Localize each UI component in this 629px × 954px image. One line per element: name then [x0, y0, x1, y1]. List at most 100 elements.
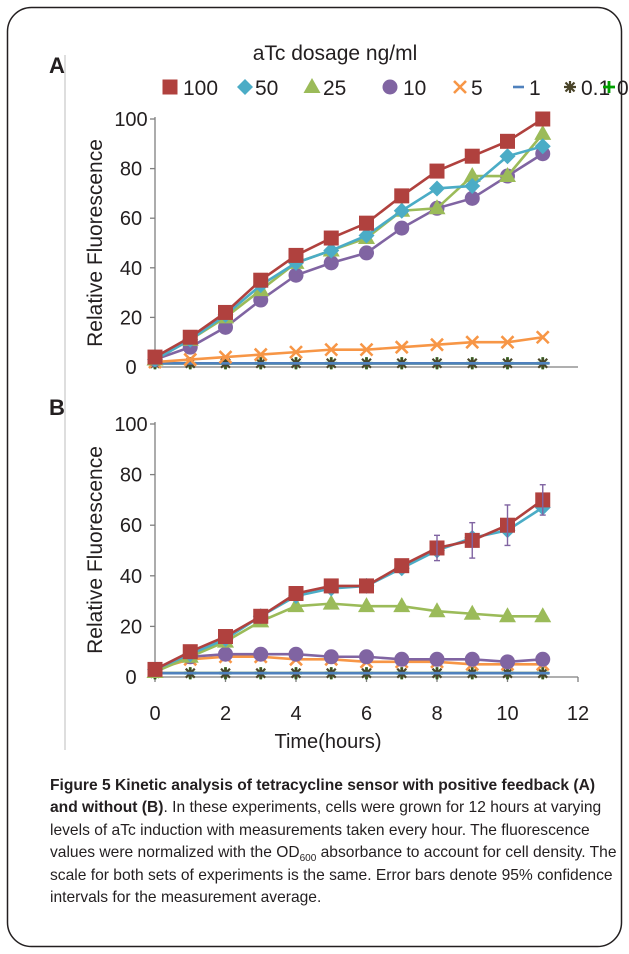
panel-b-series-10-point-9	[464, 651, 480, 667]
legend-item-10-swatch	[382, 79, 398, 95]
panel-b-series-10-point-10	[500, 654, 515, 670]
panel-a-series-100-point-0	[147, 349, 163, 365]
panel-b-series-10-point-4-shape	[288, 646, 304, 662]
panel-b-series-25-point-4-shape	[287, 597, 305, 613]
panel-b-ytick-label-0: 0	[125, 667, 136, 689]
panel-b-series-100-point-1	[182, 644, 198, 660]
legend-item-0: 0	[603, 77, 629, 100]
panel-b-xtick-label-4: 4	[290, 703, 301, 725]
panel-b-series-100-point-5	[323, 578, 339, 594]
panel-a-series-5-point-2	[218, 350, 233, 364]
figure-border	[6, 6, 623, 948]
legend-item-25-label: 25	[323, 77, 346, 100]
panel-b-series-5-line	[154, 655, 543, 671]
panel-a-series-50-point-8-shape	[429, 180, 445, 197]
panel-b-series-50-line	[154, 506, 544, 671]
panel-a-series-10-point-9	[464, 190, 480, 206]
panel-b-ytick-label-40: 40	[120, 566, 142, 588]
panel-b-series-10-point-3-shape	[253, 646, 269, 662]
legend-item-0-label: 0	[617, 77, 629, 100]
panel-a-ylabel: Relative Fluorescence	[84, 139, 107, 347]
panel-b-xtick-label-6: 6	[361, 703, 372, 725]
panel-a-series-25-line	[154, 133, 544, 361]
panel-b-ytick-label-80: 80	[120, 465, 142, 487]
panel-a-series-25-point-8-shape	[428, 199, 446, 215]
panel-b-ytick-label-100: 100	[114, 414, 147, 436]
legend-item-0-1-swatch-shape	[564, 81, 576, 93]
panel-b-error-bar-9	[469, 521, 476, 559]
panel-a-series-100-point-8	[429, 163, 445, 179]
panel-b-series-25-point-11	[534, 607, 552, 623]
panel-a-series-10-line	[154, 152, 544, 361]
panel-a-series-100-point-11	[535, 111, 551, 127]
caption-subscript: 600	[299, 853, 317, 865]
legend-item-0-1-label: 0.1	[581, 77, 610, 100]
panel-a-series-10-point-4-shape	[288, 267, 304, 283]
panel-b-series-100-point-0	[147, 661, 163, 677]
panel-b-series-25-point-7	[393, 597, 411, 613]
legend-item-25-swatch-shape	[303, 78, 321, 93]
caption-text-part2: absorbance to account for cell density. …	[50, 844, 617, 907]
panel-b-series-25-point-5-shape	[322, 594, 340, 610]
panel-b-series-100-point-7	[394, 558, 410, 574]
panel-b-series-25-point-10	[499, 607, 516, 623]
panel-a-series-5-point-3-shape	[253, 347, 268, 362]
panel-a-series-100-point-10-shape	[500, 133, 515, 149]
panel-a-series-10-point-3	[253, 292, 269, 308]
legend-item-5-swatch	[453, 80, 467, 94]
panel-a-series-100-point-5	[323, 230, 339, 246]
panel-a-series-100-point-6-shape	[359, 215, 374, 231]
panel-b-ytick-label-60: 60	[120, 515, 142, 537]
legend-item-10: 10	[382, 77, 426, 100]
panel-a-series-100-point-2-shape	[218, 304, 233, 320]
panel-a-series-25-point-9-shape	[463, 167, 481, 183]
panel-a-ytick-label-40: 40	[120, 258, 142, 280]
panel-b-series-100-point-6	[359, 578, 374, 594]
panel-a-series-10-point-6	[359, 245, 374, 261]
panel-a-series-50-point-10	[499, 148, 516, 165]
panel-b-series-10-point-2	[218, 646, 233, 662]
panel-b-series-100-point-3-shape	[253, 608, 269, 624]
panel-a-ytick-label-0: 0	[125, 357, 136, 379]
panel-b-series-100-point-7-shape	[394, 558, 410, 574]
panel-b-series-25-point-9	[463, 604, 481, 620]
panel-a-series-100-point-1	[182, 329, 198, 345]
panel-b-series-10-point-10-shape	[500, 654, 515, 670]
panel-b-series-10-point-7-shape	[394, 651, 410, 667]
legend-item-100-swatch-shape	[162, 79, 178, 95]
panel-a-series-5-point-6	[359, 342, 374, 357]
panel-b-series-25-point-11-shape	[534, 607, 552, 623]
panel-b-series-10-point-8	[429, 651, 445, 667]
panel-b-series-25-point-4	[287, 597, 305, 613]
legend-item-25-swatch	[303, 78, 321, 93]
panel-a-series-100-point-2	[218, 304, 233, 320]
panel-a-series-100-point-1-shape	[182, 329, 198, 345]
panel-a-series-5-point-11-shape	[535, 330, 550, 345]
panel-a-series-100-point-4	[288, 247, 304, 263]
panel-b-series-10-point-9-shape	[464, 651, 480, 667]
panel-b-series-25-point-10-shape	[499, 607, 516, 623]
panel-b-series-100-point-6-shape	[359, 578, 374, 594]
panel-a-series-100-point-6	[359, 215, 374, 231]
panel-b-series-25-point-8-shape	[428, 602, 446, 618]
legend-item-1: 1	[513, 77, 541, 100]
legend-item-100-swatch	[162, 79, 178, 95]
panel-a-series-100-point-4-shape	[288, 247, 304, 263]
panel-a-series-10-point-7-shape	[394, 220, 410, 236]
panel-a-series-100-point-11-shape	[535, 111, 551, 127]
panel-a-series-10-point-2-shape	[218, 319, 233, 335]
panel-b-label: B	[49, 395, 65, 420]
panel-b-xtick-label-8: 8	[431, 703, 442, 725]
legend-item-25: 25	[303, 77, 346, 100]
caption-title: Figure 5 Kinetic analysis of tetracyclin…	[50, 777, 596, 817]
panel-a-series-50-point-11	[534, 138, 551, 155]
panel-b-xlabel: Time(hours)	[274, 731, 381, 753]
panel-a-series-25-point-10-shape	[499, 167, 516, 183]
panel-a-series-10-point-6-shape	[359, 245, 374, 261]
panel-b-series-10-point-5-shape	[323, 649, 339, 665]
panel-a-series-5-point-8-shape	[430, 337, 444, 352]
panel-b-xtick-label-10: 10	[496, 703, 518, 725]
panel-a-ytick-label-60: 60	[120, 208, 142, 230]
